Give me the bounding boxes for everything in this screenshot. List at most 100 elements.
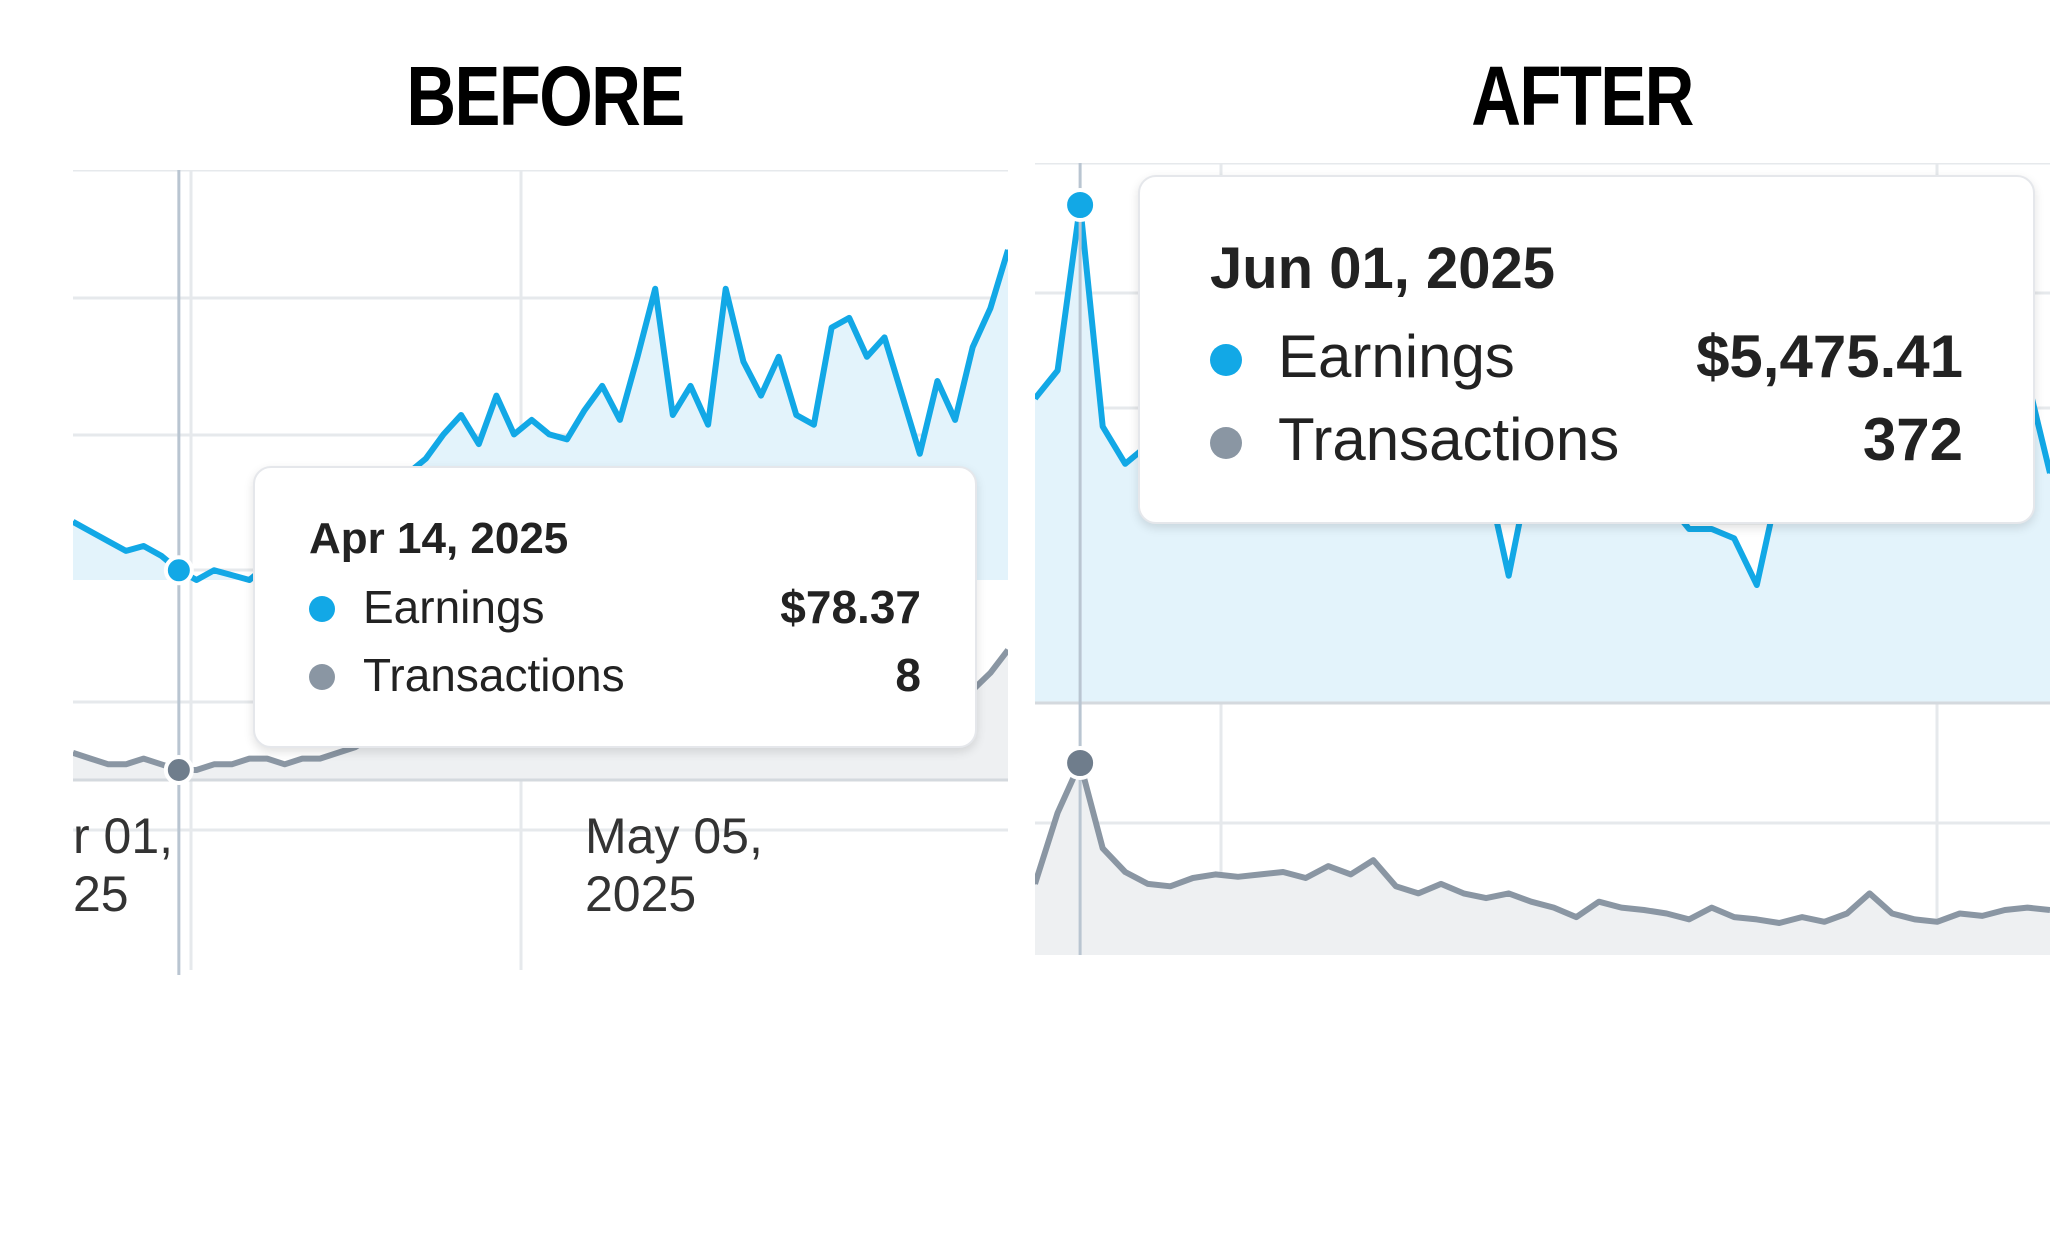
transactions-series-point: [1959, 912, 1961, 915]
earnings-series-point: [654, 288, 656, 290]
transactions-series-point: [1665, 912, 1668, 915]
transactions-series-point: [1575, 916, 1578, 918]
transactions-series-point: [142, 757, 145, 760]
transactions-hover-marker: [163, 755, 194, 785]
earnings-series-point: [672, 414, 674, 416]
earnings-series-point: [601, 385, 603, 387]
earnings-series-point: [1507, 574, 1510, 577]
transactions-series-area: [1035, 763, 2050, 955]
transactions-series-point: [283, 763, 286, 766]
tooltip-label: Transactions: [363, 649, 625, 701]
transactions-series-point: [1259, 873, 1262, 876]
before-heading: BEFORE: [406, 49, 685, 143]
earnings-series-point: [971, 346, 974, 348]
transactions-series-point: [1936, 921, 1938, 923]
earnings-series-point: [425, 457, 427, 460]
transactions-series-point: [125, 763, 127, 766]
earnings-series-point: [1733, 537, 1735, 540]
earnings-series-point: [478, 443, 480, 445]
transactions-series-point: [1124, 871, 1126, 873]
transactions-series-point: [107, 763, 110, 766]
earnings-series-point: [583, 409, 586, 411]
transactions-series-point: [73, 752, 74, 754]
earnings-series-point: [2049, 472, 2050, 474]
earnings-series-point: [742, 360, 745, 363]
earnings-series-point: [231, 574, 233, 576]
earnings-series-point: [495, 394, 498, 397]
transactions-series-point: [1214, 873, 1217, 876]
tooltip-date: Jun 01, 2025: [1210, 236, 1555, 301]
earnings-series-point: [848, 317, 850, 319]
earnings-series-point: [1056, 369, 1059, 372]
earnings-series-point: [1124, 463, 1126, 465]
earnings-series-point: [954, 419, 956, 421]
transactions-series-point: [1846, 912, 1848, 915]
earnings-series-point: [883, 336, 886, 339]
transactions-series-point: [336, 752, 339, 754]
earnings-series-point: [1035, 397, 1036, 400]
earnings-series-point: [442, 433, 445, 436]
after-tooltip: Jun 01, 2025 Earnings $5,475.41 Transact…: [1138, 175, 2035, 524]
transactions-series-point: [1891, 912, 1893, 915]
transactions-series-point: [1147, 883, 1149, 885]
tooltip-label: Earnings: [363, 581, 545, 633]
transactions-series-point: [1643, 909, 1645, 911]
earnings-series-point: [530, 419, 533, 421]
earnings-series-point: [566, 438, 568, 441]
transactions-series-point: [301, 757, 304, 760]
transactions-series-point: [1035, 883, 1036, 885]
earnings-series-point: [901, 394, 903, 397]
transactions-series-point: [319, 757, 321, 760]
after-heading: AFTER: [1471, 49, 1694, 143]
tooltip-value: 372: [1862, 406, 1963, 473]
transactions-series-point: [1801, 916, 1803, 918]
transactions-series-point: [1485, 897, 1487, 899]
transactions-series-point: [89, 757, 92, 760]
earnings-series-point: [866, 356, 868, 358]
earnings-series-point: [107, 540, 110, 542]
earnings-hover-marker: [163, 555, 194, 586]
transactions-series-point: [1733, 916, 1735, 918]
transactions-series-point: [1395, 885, 1397, 888]
transactions-series-point: [1372, 859, 1375, 861]
earnings-series-point: [73, 521, 74, 523]
earnings-series-point: [813, 423, 815, 426]
earnings-series-point: [160, 554, 162, 557]
transactions-series-point: [1350, 873, 1352, 876]
earnings-series-point: [213, 569, 215, 572]
x-tick-label-line1: May 05,: [585, 808, 763, 864]
tooltip-value: $5,475.41: [1696, 323, 1963, 390]
transactions-series-point: [1530, 900, 1532, 903]
transactions-series-point: [213, 763, 215, 766]
before-tooltip: Apr 14, 2025 Earnings $78.37 Transaction…: [253, 466, 977, 748]
transactions-hover-marker: [1063, 746, 1098, 780]
transactions-series-point: [266, 757, 268, 760]
transactions-series-point: [1304, 877, 1307, 879]
earnings-series-point: [1688, 528, 1690, 530]
tooltip-label: Earnings: [1278, 323, 1515, 390]
tooltip-label: Transactions: [1278, 406, 1620, 473]
earnings-series-point: [142, 545, 145, 547]
earnings-series-point: [513, 433, 515, 436]
earnings-series-point: [989, 307, 992, 309]
tooltip-value: $78.37: [780, 581, 921, 633]
earnings-series-point: [689, 385, 692, 387]
transactions-series-point: [1688, 918, 1690, 921]
earnings-dot-icon: [309, 596, 335, 622]
transactions-series-point: [1007, 649, 1008, 651]
earnings-series-point: [936, 380, 939, 382]
transactions-series-point: [1868, 892, 1871, 895]
transactions-series-point: [1327, 865, 1329, 867]
x-tick-label-line1: r 01,: [73, 808, 174, 864]
transactions-series-point: [1282, 871, 1284, 873]
earnings-series-point: [830, 326, 833, 329]
transactions-series-point: [231, 763, 233, 766]
transactions-series-point: [989, 672, 992, 674]
transactions-series-point: [1417, 892, 1420, 895]
earnings-hover-marker: [1063, 188, 1098, 222]
after-chart-panel: Jun 01, 2025 Earnings $5,475.41 Transact…: [1035, 163, 2050, 955]
transactions-series-point: [1169, 885, 1172, 888]
transactions-series-point: [248, 757, 251, 760]
earnings-series-point: [1710, 528, 1713, 530]
transactions-series-point: [1981, 915, 1984, 917]
